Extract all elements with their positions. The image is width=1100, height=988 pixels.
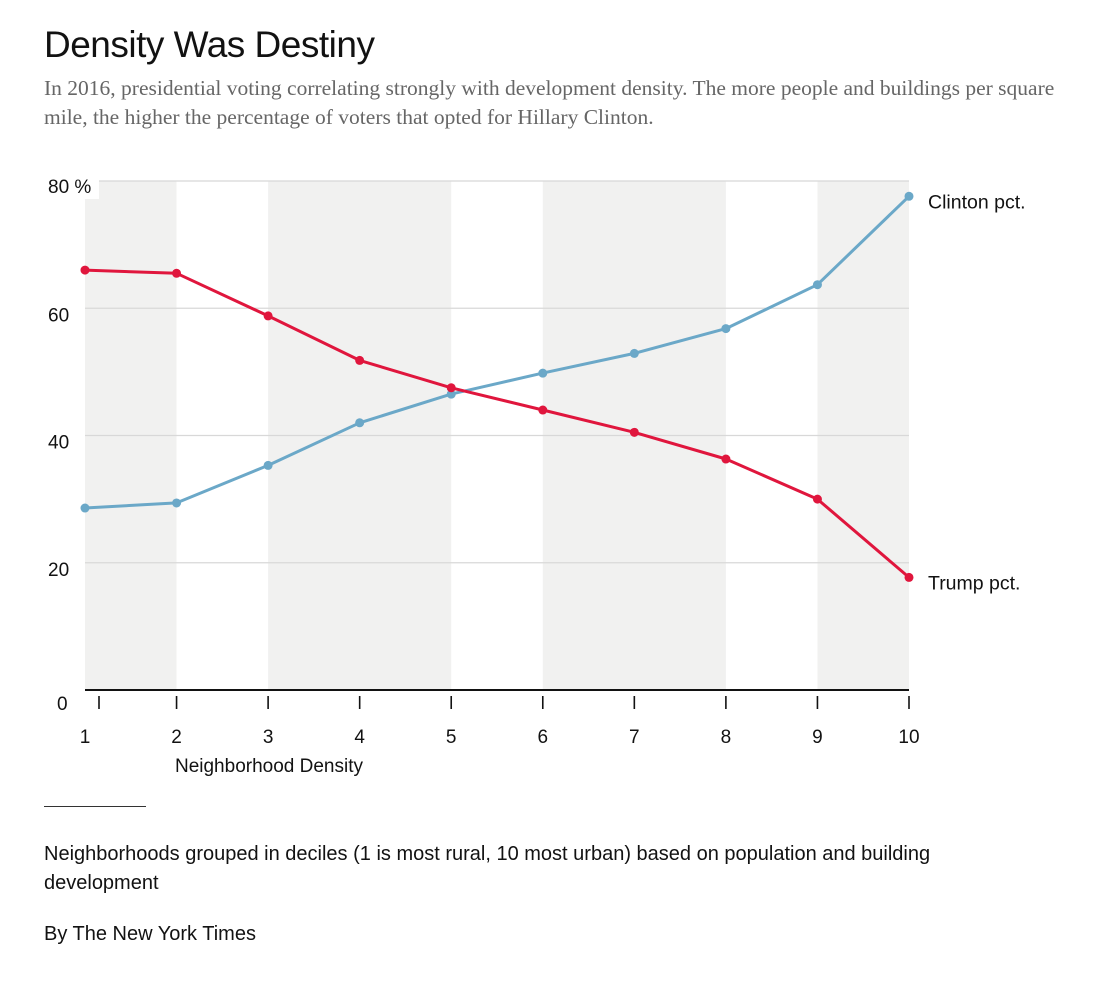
x-tick-label: 7 (629, 727, 640, 748)
data-point-clinton (446, 389, 456, 399)
footer-divider (44, 806, 146, 807)
data-point-trump (721, 454, 731, 464)
gridlines (85, 180, 909, 564)
data-point-trump (172, 268, 182, 278)
data-point-clinton (812, 280, 822, 290)
x-tick-label: 1 (80, 727, 91, 748)
x-tick-label: 9 (812, 727, 823, 748)
data-point-trump (80, 265, 90, 275)
data-point-clinton (172, 498, 182, 508)
series-label-clinton: Clinton pct. (928, 191, 1026, 213)
data-point-trump (629, 427, 639, 437)
y-tick-label: 20 (48, 560, 69, 581)
series-labels: Trump pct. Clinton pct. (928, 191, 1026, 594)
chart-subtitle: In 2016, presidential voting correlating… (44, 76, 1055, 129)
series-lines (84, 195, 911, 579)
x-axis-title: Neighborhood Density (175, 756, 364, 777)
data-point-trump (904, 572, 914, 582)
y-tick-label: 0 (57, 694, 68, 715)
y-tick-label: 60 (48, 305, 69, 326)
y-top-label-background (44, 177, 99, 199)
credit: By The New York Times (44, 923, 256, 945)
data-point-trump (263, 311, 273, 321)
data-point-clinton (904, 191, 914, 201)
x-tick-label: 5 (446, 727, 457, 748)
data-point-clinton (629, 348, 639, 358)
data-point-clinton (721, 324, 731, 334)
chart-title: Density Was Destiny (44, 24, 375, 65)
x-axis: 1 2 3 4 5 6 7 8 9 10 (80, 689, 920, 748)
series-line-trump (84, 268, 910, 579)
x-tick-label: 4 (354, 727, 365, 748)
data-point-clinton (263, 460, 273, 470)
data-point-clinton (538, 368, 548, 378)
data-point-trump (812, 494, 822, 504)
series-line-clinton (84, 195, 911, 510)
series-points (80, 191, 914, 582)
y-tick-label: 40 (48, 433, 69, 454)
y-tick-label: 80 % (48, 177, 91, 198)
x-tick-label: 8 (721, 727, 732, 748)
data-point-clinton (355, 418, 365, 428)
data-point-trump (538, 405, 548, 415)
x-tick-label: 10 (898, 727, 919, 748)
x-tick-label: 6 (537, 727, 548, 748)
x-tick-label: 3 (263, 727, 274, 748)
data-point-clinton (80, 503, 90, 513)
line-chart: 0 20 40 60 80 % 1 2 3 4 5 6 7 8 9 10 Trump pct. Clinto… (44, 177, 1026, 777)
data-point-trump (446, 383, 456, 393)
footnote: Neighborhoods grouped in deciles (1 is m… (44, 843, 931, 894)
y-axis-labels: 0 20 40 60 80 % (44, 177, 99, 715)
series-label-trump: Trump pct. (928, 572, 1020, 594)
data-point-trump (355, 355, 365, 365)
x-tick-label: 2 (171, 727, 182, 748)
